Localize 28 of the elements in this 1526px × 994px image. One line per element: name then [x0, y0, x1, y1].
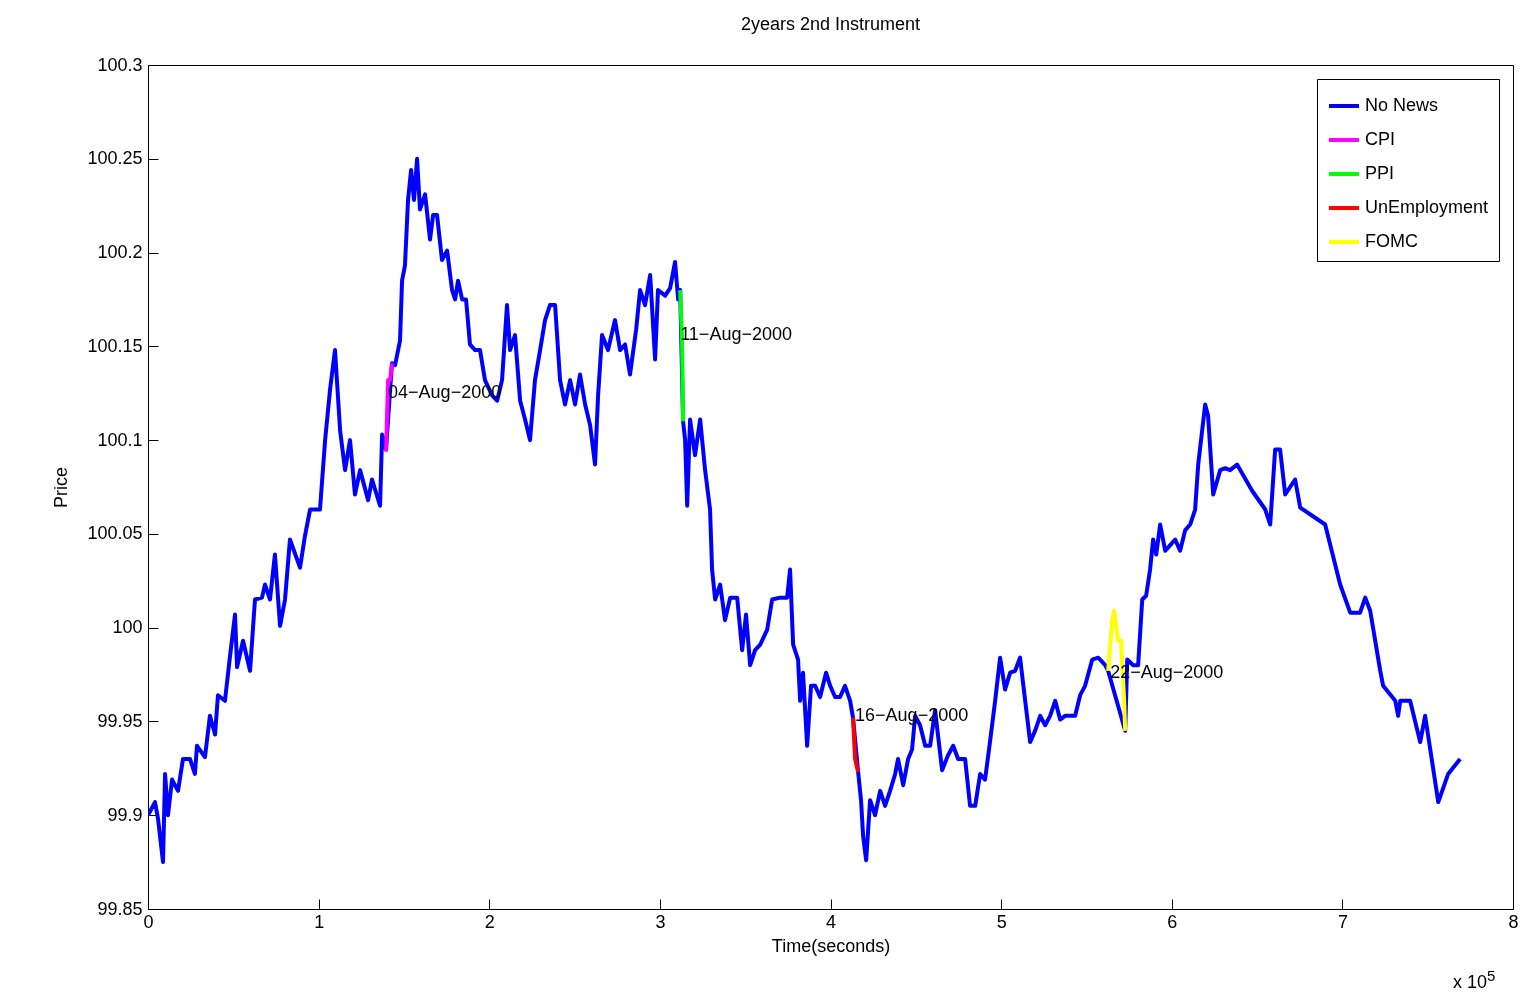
text: x 10$^{5}$: [1453, 967, 1496, 993]
y-tick-label: 100.25: [87, 148, 143, 169]
chart-title: 2years 2nd Instrument: [740, 14, 921, 34]
x-tick-label: 3: [655, 911, 666, 932]
y-axis-title: Price: [51, 466, 72, 509]
y-tick-label: 100: [112, 617, 143, 638]
x-tick-label: 0: [143, 911, 154, 932]
y-tick-label: 100.15: [87, 335, 143, 356]
x-tick-label: 1: [314, 911, 325, 932]
x-tick-label: 4: [825, 911, 837, 932]
y-tick-label: 99.95: [97, 710, 143, 731]
x-tick-label: 5: [996, 911, 1007, 932]
x-tick-label: 2: [484, 911, 495, 932]
x-tick-label: 7: [1337, 911, 1348, 932]
y-tick-label: 99.9: [107, 804, 143, 825]
y-tick-label: 100.3: [97, 54, 143, 75]
legend-label: CPI: [1365, 129, 1396, 149]
y-tick-label: 100.1: [97, 429, 143, 450]
x-tick-label: 8: [1508, 911, 1519, 932]
x-axis-title: Time(seconds): [771, 935, 891, 956]
y-tick-label: 100.05: [87, 523, 143, 544]
legend-label: FOMC: [1365, 231, 1418, 251]
legend-label: No News: [1365, 95, 1439, 115]
legend-label: PPI: [1365, 163, 1395, 183]
legend-label: UnEmployment: [1365, 197, 1489, 217]
x-tick-label: 6: [1167, 911, 1178, 932]
y-tick-label: 99.85: [97, 898, 143, 919]
y-tick-label: 100.2: [97, 242, 143, 263]
